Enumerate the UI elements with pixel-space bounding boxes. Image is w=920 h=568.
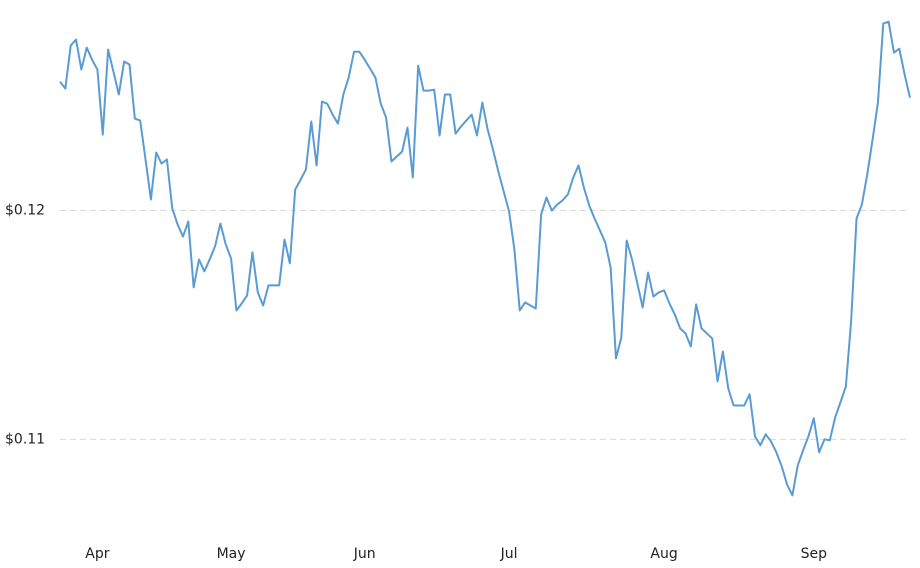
x-tick-label: Apr — [85, 546, 109, 562]
x-tick-label: Jul — [500, 546, 518, 562]
price-line — [59, 20, 911, 497]
x-tick-label: May — [217, 546, 246, 562]
x-tick-label: Aug — [650, 546, 677, 562]
x-tick-label: Sep — [801, 546, 828, 562]
y-tick-label: $0.12 — [5, 203, 45, 219]
y-tick-label: $0.11 — [5, 431, 45, 447]
x-tick-label: Jun — [353, 546, 376, 562]
